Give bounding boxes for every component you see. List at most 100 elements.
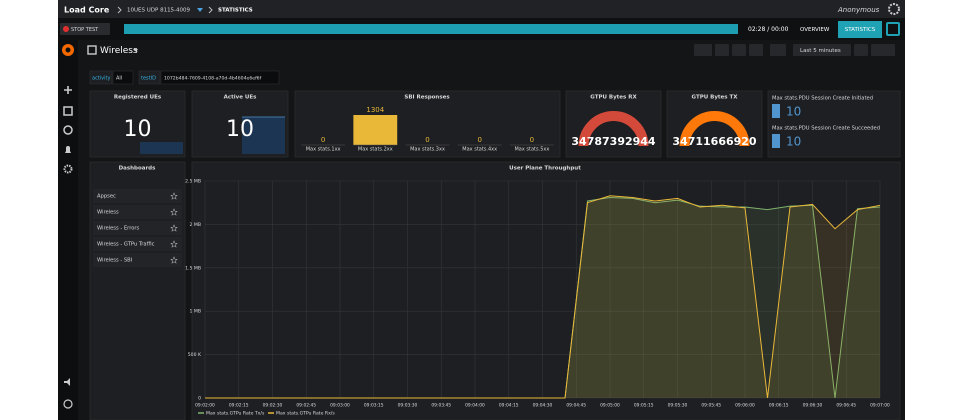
legend-label: Max stats.GTPu Rate Rx/s (276, 411, 335, 417)
star-icon[interactable] (170, 240, 178, 248)
help-icon[interactable] (63, 399, 73, 409)
panel (767, 90, 901, 158)
x-tick-label: 09:06:45 (836, 403, 856, 409)
x-tick-label: 09:03:00 (330, 403, 350, 409)
explore-icon[interactable] (63, 125, 73, 135)
panel (191, 161, 901, 420)
stat-value: 10 (226, 117, 254, 142)
stat-marker (772, 134, 780, 148)
y-tick-label: 2.5 MB (185, 179, 201, 185)
bar-value: 0 (530, 136, 534, 144)
breadcrumb[interactable]: 10UES UDP 8115-4009 (127, 8, 191, 14)
dashboard-link[interactable]: Appsec (97, 194, 116, 200)
x-tick-label: 09:05:30 (668, 403, 688, 409)
grid-icon (87, 45, 97, 55)
legend-label: Max stats.GTPu Rate Tx/s (206, 411, 265, 417)
star-icon[interactable] (170, 208, 178, 216)
y-tick-label: 0 (198, 396, 201, 402)
bar (353, 115, 398, 145)
y-tick-label: 2 MB (190, 222, 202, 228)
panel-title: GTPU Bytes RX (590, 95, 637, 101)
dashboard-link[interactable]: Wireless - SBI (97, 258, 133, 264)
dashboard-link[interactable]: Wireless - Errors (97, 226, 140, 232)
variable-label-bg (89, 70, 113, 85)
panel (294, 90, 561, 158)
dashboards-icon[interactable] (63, 106, 73, 116)
x-tick-label: 09:06:15 (769, 403, 789, 409)
bar-label: Max stats.4xx (462, 147, 497, 153)
x-tick-label: 09:02:45 (296, 403, 316, 409)
variable-label: activity (92, 76, 110, 82)
stop-icon (63, 26, 69, 32)
zoom-button[interactable] (854, 44, 868, 56)
add-panel-button[interactable] (694, 44, 712, 56)
stat-marker (772, 104, 780, 118)
x-tick-label: 09:05:00 (600, 403, 620, 409)
gauge-arc (679, 111, 750, 147)
tab-statistics-bg[interactable] (838, 21, 882, 38)
gauge-value: 34787392944 (571, 135, 656, 148)
bar-label: Max stats.1xx (306, 147, 341, 153)
x-tick-label: 09:02:30 (263, 403, 283, 409)
x-tick-label: 09:03:30 (398, 403, 418, 409)
save-button[interactable] (732, 44, 746, 56)
dropdown-icon[interactable] (134, 49, 138, 52)
star-icon[interactable] (170, 192, 178, 200)
user-name[interactable]: Anonymous (837, 6, 880, 14)
breadcrumb[interactable]: STATISTICS (218, 8, 253, 14)
tab-overview[interactable]: OVERVIEW (800, 27, 830, 33)
dashboard-title[interactable]: Wireless (100, 46, 138, 56)
area-fill (205, 195, 880, 398)
app-title: Load Core (64, 6, 110, 15)
chevron (208, 6, 213, 14)
bar-value: 0 (321, 136, 325, 144)
settings-icon[interactable] (888, 3, 900, 15)
add-icon[interactable] (64, 86, 72, 94)
bar-label: Max stats.2xx (358, 147, 393, 153)
signin-icon[interactable] (64, 378, 70, 386)
sparkline (140, 142, 183, 154)
x-tick-label: 09:03:45 (431, 403, 451, 409)
x-tick-label: 09:04:30 (533, 403, 553, 409)
top-bar (58, 0, 905, 18)
time-picker[interactable] (793, 44, 851, 56)
dashboard-link[interactable]: Wireless (97, 210, 119, 216)
panel-title: Registered UEs (114, 95, 162, 101)
refresh-button[interactable] (871, 44, 895, 56)
chevron (117, 6, 122, 14)
x-tick-label: 09:06:30 (803, 403, 823, 409)
tv-button[interactable] (770, 44, 786, 56)
config-icon[interactable] (63, 164, 73, 174)
time-range[interactable]: Last 5 minutes (800, 48, 841, 54)
x-tick-label: 09:02:00 (195, 403, 215, 409)
tab-statistics[interactable]: STATISTICS (845, 27, 876, 33)
panel-title: Active UEs (224, 95, 257, 101)
stat-label: Max stats.PDU Session Create Initiated (772, 96, 873, 102)
stat-value: 10 (786, 135, 801, 149)
area-fill (205, 197, 880, 398)
y-tick-label: 500 K (188, 352, 202, 358)
variable-select[interactable] (160, 70, 280, 85)
variable-select[interactable] (112, 70, 134, 85)
list-item (93, 189, 182, 203)
star-icon[interactable] (170, 224, 178, 232)
bar-value: 1304 (366, 106, 384, 114)
bar-value: 0 (477, 136, 481, 144)
dashboard-link[interactable]: Wireless - GTPu Traffic (97, 242, 155, 248)
alert-icon[interactable] (65, 146, 71, 153)
stop-button[interactable] (60, 23, 110, 35)
dropdown-icon[interactable] (197, 8, 203, 12)
share-button[interactable] (715, 44, 729, 56)
variable-value[interactable]: All (116, 76, 122, 82)
star-icon[interactable] (170, 256, 178, 264)
stat-value: 10 (124, 117, 152, 142)
sidebar (58, 40, 78, 420)
save-icon[interactable] (886, 22, 900, 36)
gauge-arc (578, 111, 649, 147)
settings-button[interactable] (749, 44, 763, 56)
elapsed-time: 02:28 / 00:00 (748, 26, 789, 33)
list-item (93, 205, 182, 219)
variable-value[interactable]: 1072b484-7609-4108-a70d-4b4604e6ef6f (164, 76, 262, 82)
stat-label: Max stats.PDU Session Create Succeeded (772, 126, 880, 132)
x-tick-label: 09:02:15 (229, 403, 249, 409)
